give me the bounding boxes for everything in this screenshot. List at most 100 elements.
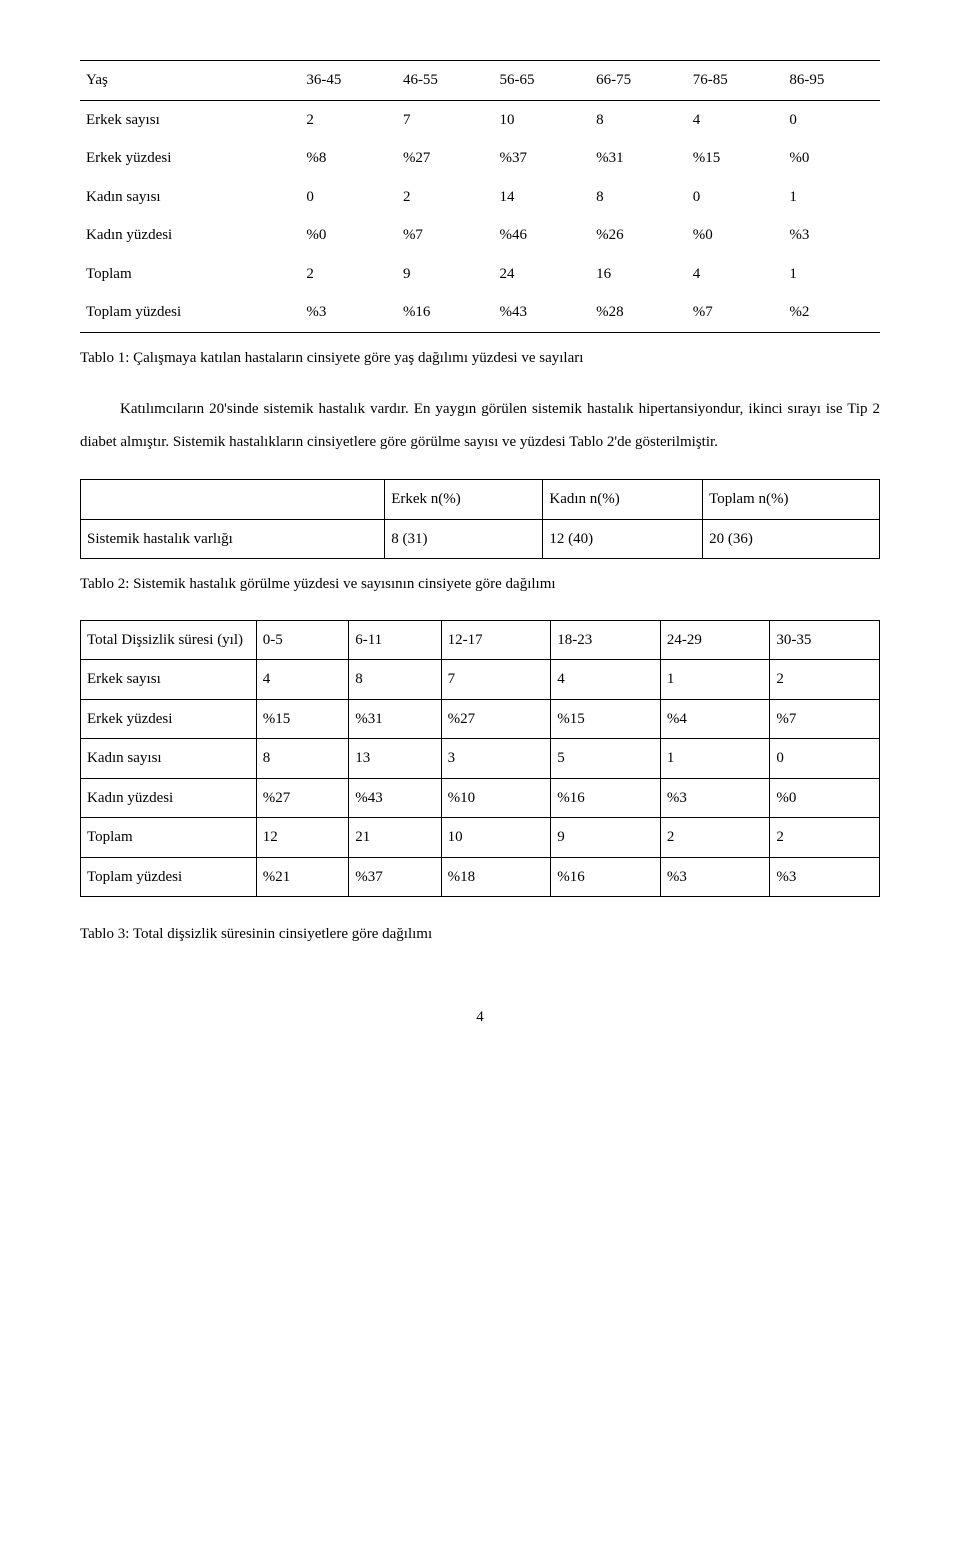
cell: 5 — [551, 739, 661, 779]
table-row: Toplam yüzdesi %3 %16 %43 %28 %7 %2 — [80, 293, 880, 332]
cell: 7 — [441, 660, 551, 700]
cell: %43 — [494, 293, 591, 332]
table-row: Sistemik hastalık varlığı 8 (31) 12 (40)… — [81, 519, 880, 559]
cell: Kadın sayısı — [81, 739, 257, 779]
cell: Erkek sayısı — [80, 100, 300, 139]
cell: 21 — [349, 818, 441, 858]
col-header: 6-11 — [349, 620, 441, 660]
col-header: 0-5 — [256, 620, 348, 660]
table-row: Kadın yüzdesi %0 %7 %46 %26 %0 %3 — [80, 216, 880, 255]
cell: 2 — [300, 255, 397, 294]
table1-caption: Tablo 1: Çalışmaya katılan hastaların ci… — [80, 347, 880, 370]
cell: %15 — [551, 699, 661, 739]
cell: %3 — [300, 293, 397, 332]
cell: %21 — [256, 857, 348, 897]
table-edentulism-duration: Total Dişsizlik süresi (yıl) 0-5 6-11 12… — [80, 620, 880, 898]
cell: %7 — [687, 293, 784, 332]
cell: Erkek yüzdesi — [80, 139, 300, 178]
cell: %0 — [783, 139, 880, 178]
cell: 7 — [397, 100, 494, 139]
col-header: 66-75 — [590, 61, 687, 101]
cell: %16 — [551, 857, 661, 897]
table-body: Sistemik hastalık varlığı 8 (31) 12 (40)… — [81, 519, 880, 559]
cell: Toplam yüzdesi — [81, 857, 257, 897]
cell: %46 — [494, 216, 591, 255]
cell: %3 — [660, 778, 770, 818]
col-header: Kadın n(%) — [543, 480, 703, 520]
cell: 8 (31) — [385, 519, 543, 559]
cell: %31 — [349, 699, 441, 739]
cell: %3 — [783, 216, 880, 255]
cell: 0 — [770, 739, 880, 779]
table-body: Erkek sayısı 2 7 10 8 4 0 Erkek yüzdesi … — [80, 100, 880, 332]
cell: %7 — [770, 699, 880, 739]
cell: %26 — [590, 216, 687, 255]
table-row: Erkek yüzdesi %15 %31 %27 %15 %4 %7 — [81, 699, 880, 739]
col-header: 36-45 — [300, 61, 397, 101]
cell: Toplam yüzdesi — [80, 293, 300, 332]
cell: %15 — [687, 139, 784, 178]
col-header: 86-95 — [783, 61, 880, 101]
cell: 8 — [349, 660, 441, 700]
cell: 2 — [770, 818, 880, 858]
col-header: 12-17 — [441, 620, 551, 660]
cell: %18 — [441, 857, 551, 897]
table-row: Erkek sayısı 2 7 10 8 4 0 — [80, 100, 880, 139]
cell: 3 — [441, 739, 551, 779]
cell: %37 — [494, 139, 591, 178]
cell: Kadın yüzdesi — [81, 778, 257, 818]
cell: 20 (36) — [703, 519, 880, 559]
table3-caption: Tablo 3: Total dişsizlik süresinin cinsi… — [80, 923, 880, 946]
cell: 4 — [256, 660, 348, 700]
col-header: 30-35 — [770, 620, 880, 660]
cell: 9 — [551, 818, 661, 858]
col-header: 46-55 — [397, 61, 494, 101]
cell: %8 — [300, 139, 397, 178]
cell: 24 — [494, 255, 591, 294]
table-systemic-disease: Erkek n(%) Kadın n(%) Toplam n(%) Sistem… — [80, 479, 880, 559]
cell: 8 — [256, 739, 348, 779]
cell: Kadın sayısı — [80, 178, 300, 217]
cell: 1 — [783, 178, 880, 217]
cell: 2 — [660, 818, 770, 858]
cell: 12 (40) — [543, 519, 703, 559]
cell: 4 — [551, 660, 661, 700]
cell: %0 — [770, 778, 880, 818]
cell: %15 — [256, 699, 348, 739]
cell: %37 — [349, 857, 441, 897]
table-row: Toplam 2 9 24 16 4 1 — [80, 255, 880, 294]
cell: 10 — [441, 818, 551, 858]
cell: %2 — [783, 293, 880, 332]
cell: 13 — [349, 739, 441, 779]
cell: Toplam — [80, 255, 300, 294]
cell: %0 — [300, 216, 397, 255]
table-row: Kadın yüzdesi %27 %43 %10 %16 %3 %0 — [81, 778, 880, 818]
cell: 1 — [783, 255, 880, 294]
cell: %10 — [441, 778, 551, 818]
col-header: Erkek n(%) — [385, 480, 543, 520]
col-header: Toplam n(%) — [703, 480, 880, 520]
paragraph-systemic-disease: Katılımcıların 20'sinde sistemik hastalı… — [80, 393, 880, 459]
table-header-row: Erkek n(%) Kadın n(%) Toplam n(%) — [81, 480, 880, 520]
cell: Erkek yüzdesi — [81, 699, 257, 739]
cell: %27 — [256, 778, 348, 818]
table-header-row: Total Dişsizlik süresi (yıl) 0-5 6-11 12… — [81, 620, 880, 660]
col-header: 76-85 — [687, 61, 784, 101]
table-row: Erkek yüzdesi %8 %27 %37 %31 %15 %0 — [80, 139, 880, 178]
cell: Kadın yüzdesi — [80, 216, 300, 255]
cell: %28 — [590, 293, 687, 332]
cell: 14 — [494, 178, 591, 217]
cell: 0 — [300, 178, 397, 217]
cell: 1 — [660, 739, 770, 779]
col-header: 24-29 — [660, 620, 770, 660]
cell: 8 — [590, 100, 687, 139]
cell: %27 — [397, 139, 494, 178]
cell: Erkek sayısı — [81, 660, 257, 700]
table-row: Erkek sayısı 4 8 7 4 1 2 — [81, 660, 880, 700]
table-body: Erkek sayısı 4 8 7 4 1 2 Erkek yüzdesi %… — [81, 660, 880, 897]
col-header: 56-65 — [494, 61, 591, 101]
cell: 10 — [494, 100, 591, 139]
cell: 4 — [687, 100, 784, 139]
cell: Sistemik hastalık varlığı — [81, 519, 385, 559]
table-row: Kadın sayısı 0 2 14 8 0 1 — [80, 178, 880, 217]
